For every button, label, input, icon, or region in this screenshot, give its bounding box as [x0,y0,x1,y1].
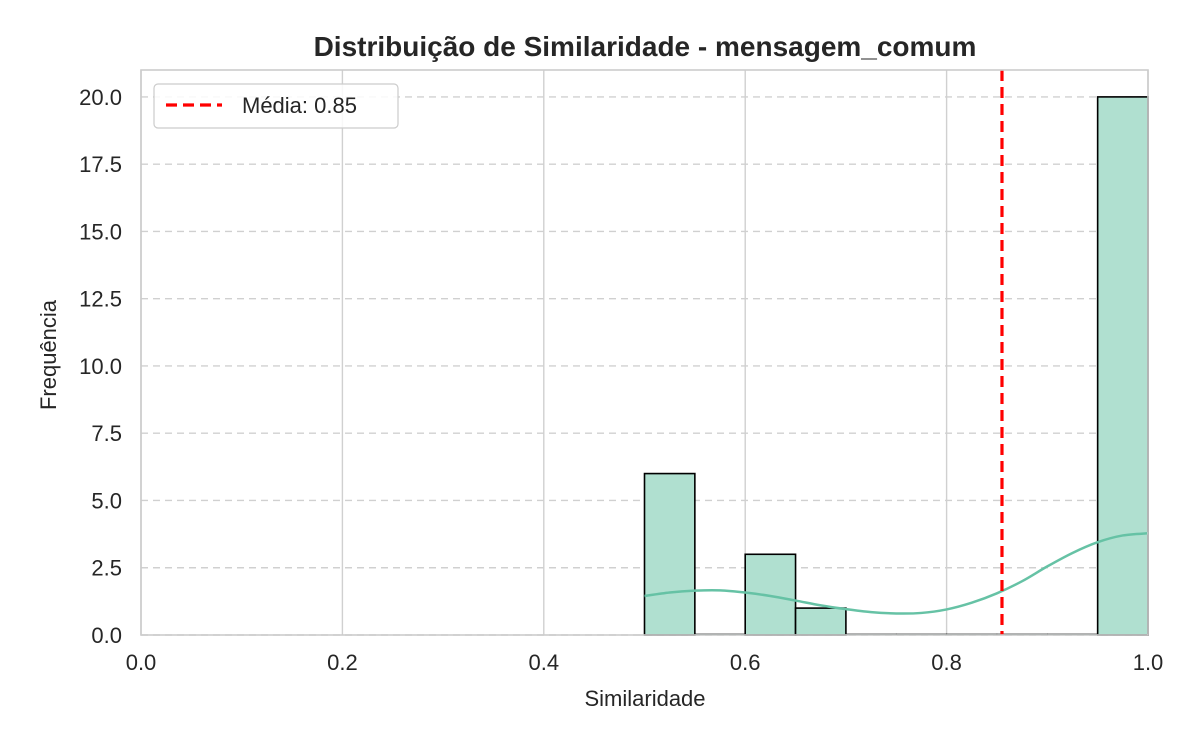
histogram-bar [794,607,847,636]
y-tick-labels: 0.0 2.5 5.0 7.5 10.0 12.5 15.0 17.5 20.0 [79,85,122,648]
x-tick-label: 0.6 [730,650,761,675]
y-tick-label: 7.5 [91,421,122,446]
y-tick-label: 17.5 [79,152,122,177]
y-tick-label: 0.0 [91,623,122,648]
histogram-bar [1096,96,1149,636]
legend-label-mean: Média: 0.85 [242,93,357,118]
y-tick-label: 5.0 [91,488,122,513]
x-tick-label: 0.8 [931,650,962,675]
y-tick-label: 15.0 [79,219,122,244]
x-tick-label: 0.2 [327,650,358,675]
legend-box [153,83,399,129]
y-axis-label: Frequência [36,299,61,410]
plot-frame [140,69,1149,636]
y-tick-label: 2.5 [91,556,122,581]
x-tick-label: 0.0 [126,650,157,675]
y-tick-label: 20.0 [79,85,122,110]
y-tick-label: 10.0 [79,354,122,379]
histogram-bar [643,472,696,636]
chart-title: Distribuição de Similaridade - mensagem_… [314,31,977,62]
x-tick-label: 0.4 [529,650,560,675]
legend: Média: 0.85 [153,83,399,129]
x-axis-label: Similaridade [584,686,705,711]
x-tick-labels: 0.0 0.2 0.4 0.6 0.8 1.0 [126,650,1164,675]
histogram-bars [643,96,1149,636]
kde-curve [644,532,1149,615]
y-tick-label: 12.5 [79,287,122,312]
x-tick-label: 1.0 [1133,650,1164,675]
